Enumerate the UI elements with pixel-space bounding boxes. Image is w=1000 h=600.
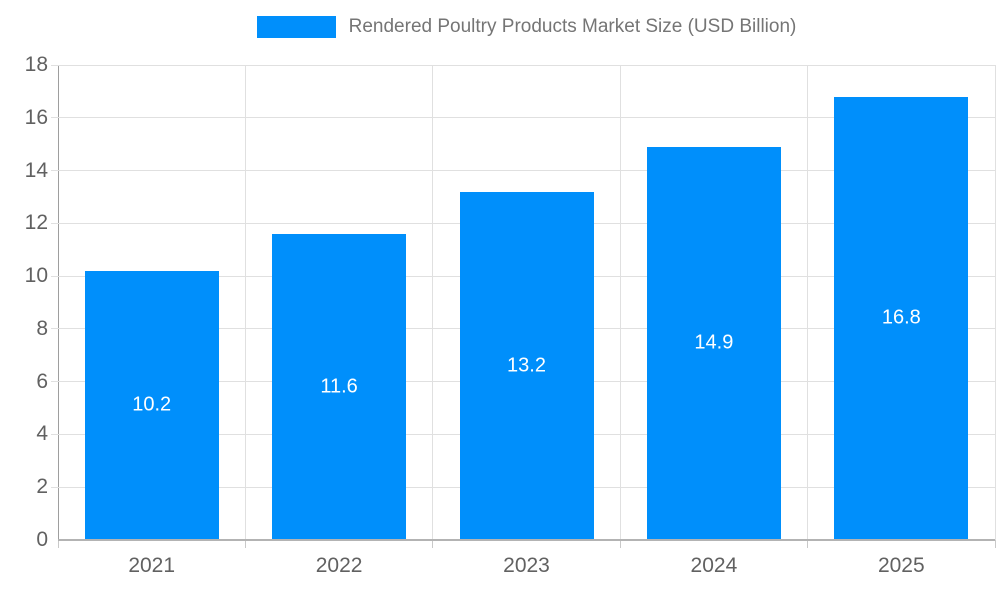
y-tick-label: 18 [24,53,48,76]
bar-value-label: 14.9 [694,331,734,354]
bar-2024: 14.9 [646,146,781,540]
v-gridline [432,65,434,540]
bar-2023: 13.2 [459,191,594,540]
x-axis-tick [807,540,809,548]
x-axis-tick [432,540,434,548]
legend-swatch [256,16,336,38]
x-tick-label: 2021 [128,554,176,577]
x-tick-label: 2025 [877,554,925,577]
h-gridline [51,170,995,172]
x-axis-tick [994,540,996,548]
h-gridline [51,117,995,119]
bar-2022: 11.6 [272,233,407,540]
y-tick-label: 14 [24,158,48,182]
plot-area: 10.2 11.6 13.2 14.9 16.8 [51,64,996,548]
bar-value-label: 10.2 [132,393,172,416]
y-tick-label: 2 [36,475,48,499]
y-tick-label: 12 [24,211,48,235]
v-gridline [244,65,246,540]
bar-value-label: 13.2 [507,354,546,377]
v-gridline [994,65,996,540]
bar-2025: 16.8 [834,96,969,540]
x-tick-label: 2022 [315,554,363,577]
x-axis-line [58,539,995,541]
y-tick-label: 4 [36,422,48,446]
y-axis-line [58,65,59,548]
x-tick-label: 2023 [503,554,550,577]
bar-value-label: 11.6 [320,375,358,398]
y-tick-label: 16 [24,105,48,129]
legend-label: Rendered Poultry Products Market Size (U… [348,16,797,37]
bar-value-label: 16.8 [881,306,921,329]
y-tick-label: 8 [36,316,48,340]
y-tick-label: 0 [36,528,48,551]
bar-2021: 10.2 [84,270,219,540]
y-tick-label: 10 [24,264,48,288]
h-gridline [51,64,995,66]
v-gridline [619,65,621,540]
y-tick-label: 6 [36,369,48,393]
v-gridline [807,65,809,540]
x-tick-label: 2024 [690,554,738,577]
x-axis-tick [619,540,621,548]
x-axis-tick [244,540,246,548]
legend[interactable]: Rendered Poultry Products Market Size (U… [58,16,995,38]
x-axis-tick [57,540,59,548]
